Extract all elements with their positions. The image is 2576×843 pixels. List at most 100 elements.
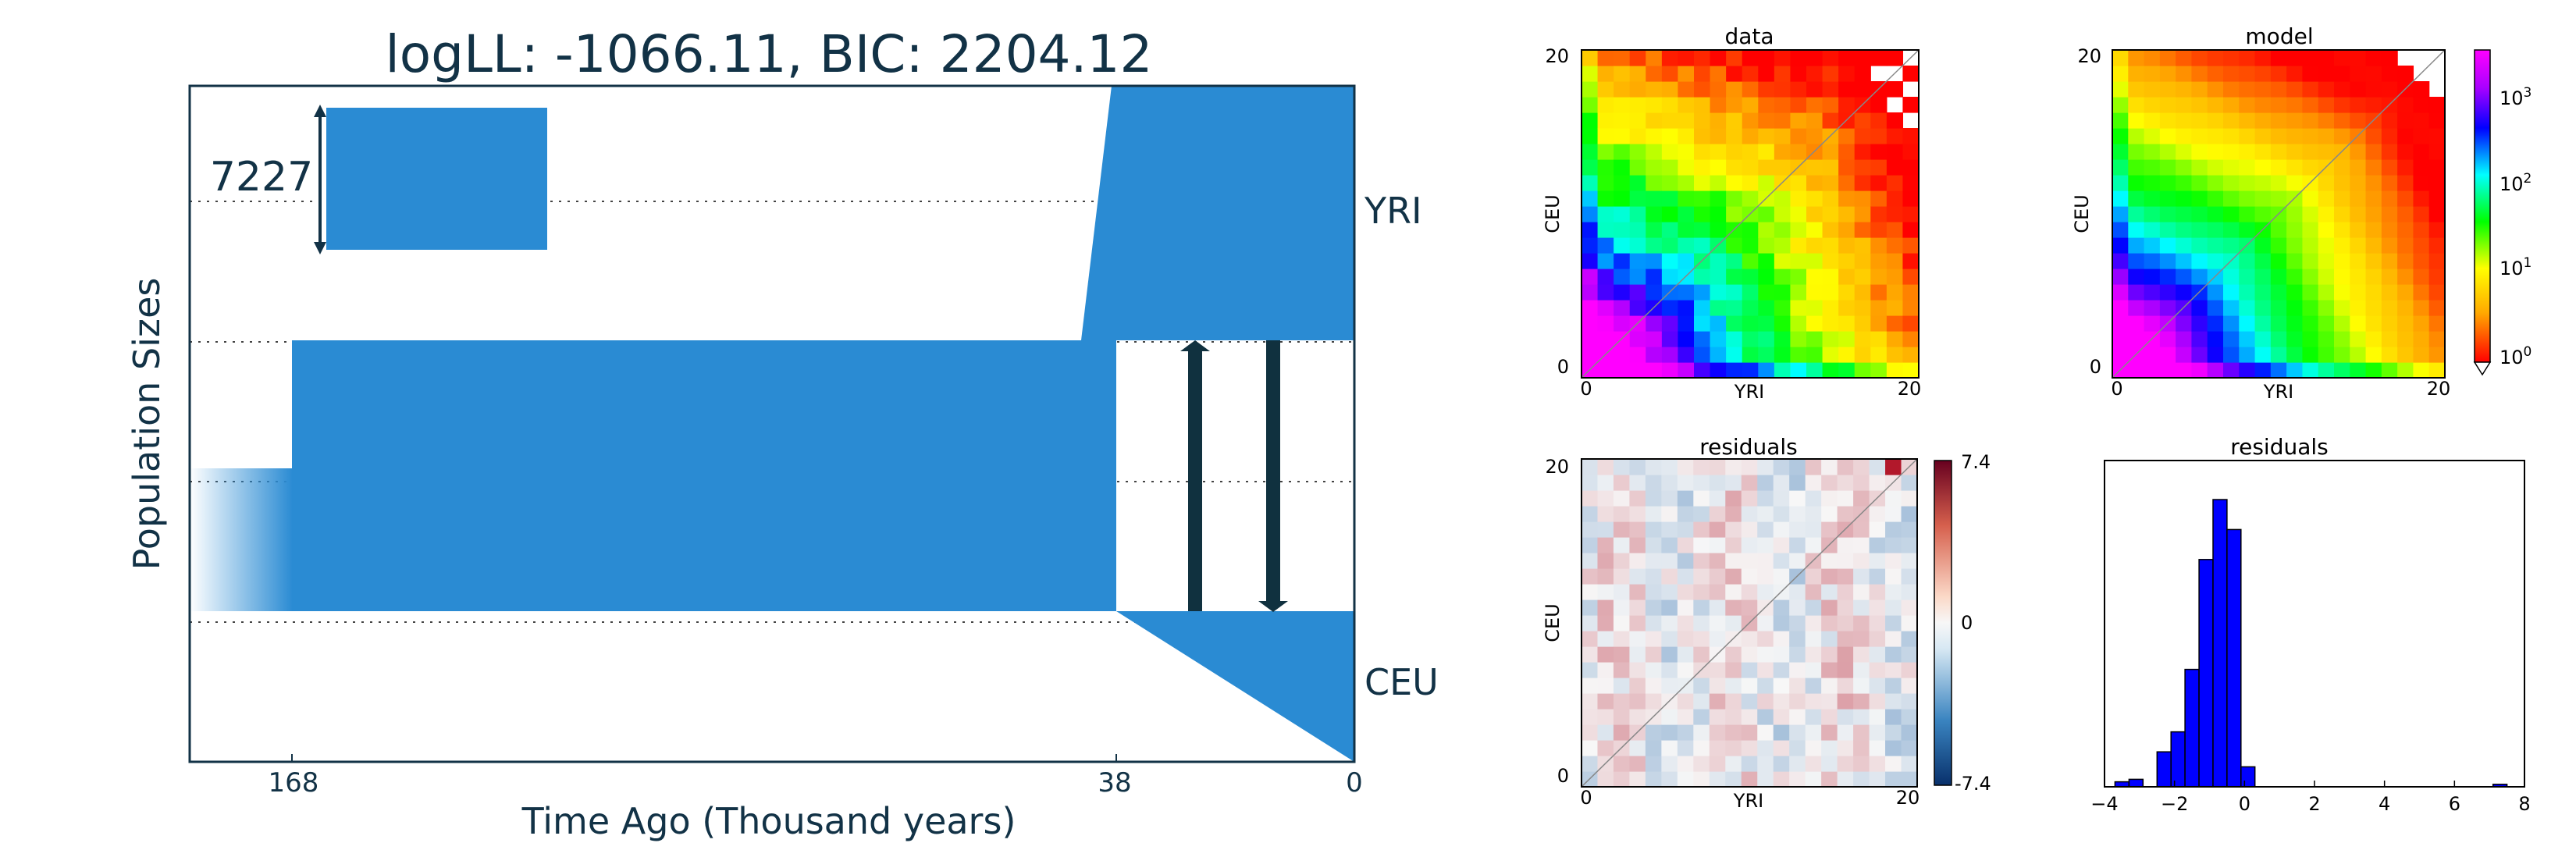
- heatmap-cell: [1821, 740, 1838, 756]
- x-tick-label: −4: [2090, 793, 2118, 815]
- heatmap-cell: [2350, 97, 2367, 113]
- heatmap-cell: [2223, 97, 2240, 113]
- heatmap-cell: [2381, 206, 2398, 222]
- heatmap-cell: [2176, 112, 2193, 129]
- heatmap-cell: [1773, 506, 1790, 522]
- migration-arrow-ceu-to-yri: [1180, 340, 1210, 611]
- heatmap-cell: [2413, 269, 2430, 285]
- heatmap-cell: [2365, 331, 2382, 347]
- heatmap-cell: [2144, 159, 2161, 176]
- heatmap-cell: [2128, 81, 2145, 98]
- heatmap-cell: [1902, 300, 1920, 316]
- heatmap-cell: [1869, 756, 1886, 772]
- heatmap-cell: [1678, 222, 1695, 238]
- heatmap-cell: [1726, 315, 1743, 332]
- heatmap-cell: [1806, 190, 1823, 207]
- heatmap-cell: [1725, 568, 1742, 585]
- heatmap-cell: [1838, 97, 1856, 113]
- heatmap-cell: [1725, 678, 1742, 694]
- heatmap-cell: [2207, 362, 2224, 379]
- population-ceu: [1116, 611, 1354, 762]
- heatmap-cell: [1661, 537, 1678, 553]
- heatmap-cell: [1886, 284, 1904, 301]
- heatmap-cell: [1709, 521, 1726, 538]
- heatmap-cell: [1694, 81, 1711, 98]
- heatmap-cell: [1709, 475, 1726, 491]
- heatmap-cell: [2381, 284, 2398, 301]
- heatmap-cell: [1837, 568, 1854, 585]
- heatmap-cell: [1870, 222, 1888, 238]
- heatmap-cell: [2428, 112, 2446, 129]
- heatmap-cell: [1629, 568, 1646, 585]
- heatmap-cell: [1678, 315, 1695, 332]
- heatmap-cell: [2176, 128, 2193, 144]
- heatmap-cell: [1597, 144, 1614, 160]
- heatmap-cell: [1661, 553, 1678, 569]
- heatmap-cell: [2302, 50, 2319, 66]
- heatmap-cell: [1902, 97, 1920, 113]
- colorbar-log: 103 102 101 100: [2473, 49, 2532, 376]
- heatmap-cell: [2270, 175, 2287, 191]
- heatmap-cell: [1694, 97, 1711, 113]
- heatmap-cell: [1678, 362, 1695, 379]
- heatmap-cell: [2144, 50, 2161, 66]
- ancestral-expanded-population: [292, 340, 1116, 611]
- heatmap-cell: [1822, 175, 1839, 191]
- heatmap-cell: [1774, 190, 1791, 207]
- heatmap-cell: [1901, 693, 1918, 710]
- heatmap-cell: [1837, 756, 1854, 772]
- heatmap-cell: [1838, 206, 1856, 222]
- heatmap-cell: [1790, 66, 1807, 82]
- heatmap-cell: [1838, 144, 1856, 160]
- heatmap-cell: [1582, 693, 1599, 710]
- heatmap-cell: [2254, 362, 2272, 379]
- heatmap-cell: [1790, 206, 1807, 222]
- heatmap-cell: [2286, 112, 2304, 129]
- heatmap-cell: [1773, 709, 1790, 725]
- heatmap-cell: [1725, 693, 1742, 710]
- heatmap-cell: [1694, 284, 1711, 301]
- heatmap-cell: [1741, 537, 1758, 553]
- heatmap-cell: [1773, 693, 1790, 710]
- heatmap-cell: [1646, 144, 1663, 160]
- heatmap-cell: [2176, 269, 2193, 285]
- heatmap-cell: [2397, 97, 2414, 113]
- heatmap-cell: [2334, 300, 2350, 316]
- heatmap-cell: [2334, 331, 2350, 347]
- heatmap-cell: [2144, 347, 2161, 363]
- heatmap-cell: [1758, 284, 1775, 301]
- heatmap-cell: [1774, 284, 1791, 301]
- heatmap-cell: [1805, 537, 1822, 553]
- heatmap-cell: [2239, 144, 2256, 160]
- heatmap-cell: [1694, 128, 1711, 144]
- heatmap-cell: [2239, 50, 2256, 66]
- heatmap-cell: [1806, 237, 1823, 254]
- heatmap-cell: [1886, 159, 1904, 176]
- heatmap-cell: [1613, 709, 1631, 725]
- heatmap-cell: [1613, 553, 1631, 569]
- heatmap-cell: [2286, 269, 2304, 285]
- heatmap-cell: [1582, 521, 1599, 538]
- heatmap-cell: [1837, 506, 1854, 522]
- heatmap-cell: [1710, 362, 1727, 379]
- heatmap-cell: [1854, 300, 1871, 316]
- heatmap-cell: [2176, 66, 2193, 82]
- heatmap-cell: [1646, 50, 1663, 66]
- heatmap-cell: [1725, 615, 1742, 631]
- heatmap-cell: [1694, 112, 1711, 129]
- heatmap-cell: [1870, 190, 1888, 207]
- heatmap-cell: [1709, 756, 1726, 772]
- heatmap-cell: [1597, 740, 1614, 756]
- heatmap-cell: [1821, 568, 1838, 585]
- heatmap-cell: [2334, 190, 2350, 207]
- heatmap-cell: [1597, 190, 1614, 207]
- heatmap-cell: [1757, 662, 1774, 678]
- heatmap-cell: [1725, 553, 1742, 569]
- heatmap-cell: [1870, 347, 1888, 363]
- heatmap-cell: [1694, 237, 1711, 254]
- histogram-x-ticks: −4 −2 0 2 4 6 8: [2090, 781, 2531, 815]
- heatmap-cell: [1869, 599, 1886, 616]
- colorbar-residuals: 7.4 0 -7.4: [1934, 451, 1991, 795]
- heatmap-cell: [1677, 521, 1694, 538]
- heatmap-cell: [2191, 128, 2208, 144]
